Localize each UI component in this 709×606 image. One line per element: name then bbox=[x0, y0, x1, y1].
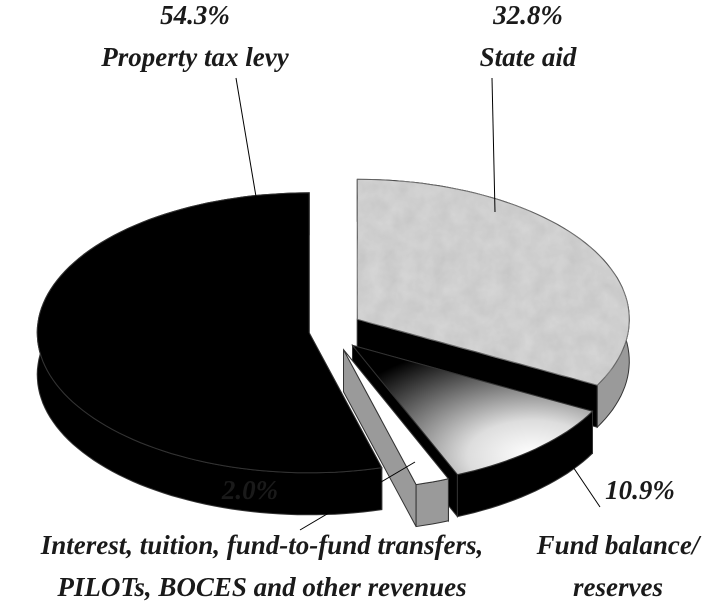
value-label: 10.9% bbox=[605, 475, 675, 505]
slice-top bbox=[356, 178, 630, 386]
slice-label: reserves bbox=[573, 572, 663, 602]
slice bbox=[343, 348, 450, 528]
value-label: 2.0% bbox=[221, 475, 278, 505]
slice-label: PILOTs, BOCES and other revenues bbox=[56, 572, 466, 602]
slice-top bbox=[36, 192, 383, 474]
slice-top bbox=[343, 349, 450, 486]
slice-label: Property tax levy bbox=[100, 42, 289, 72]
leader-line bbox=[235, 77, 266, 251]
value-label: 54.3% bbox=[160, 0, 230, 30]
slice-label: Interest, tuition, fund-to-fund transfer… bbox=[40, 530, 484, 560]
labels: 54.3% Property tax levy 32.8% State aid 10.9… bbox=[40, 0, 702, 602]
leader-line bbox=[491, 77, 496, 213]
slice-label: State aid bbox=[480, 42, 577, 72]
pie bbox=[36, 178, 630, 528]
slice-top bbox=[351, 344, 594, 476]
leader-line bbox=[564, 454, 601, 508]
slice-label: Fund balance/ bbox=[536, 530, 702, 560]
value-label: 32.8% bbox=[492, 0, 563, 30]
slice bbox=[36, 192, 383, 516]
slice-side bbox=[415, 478, 449, 528]
leader-line bbox=[299, 461, 416, 531]
